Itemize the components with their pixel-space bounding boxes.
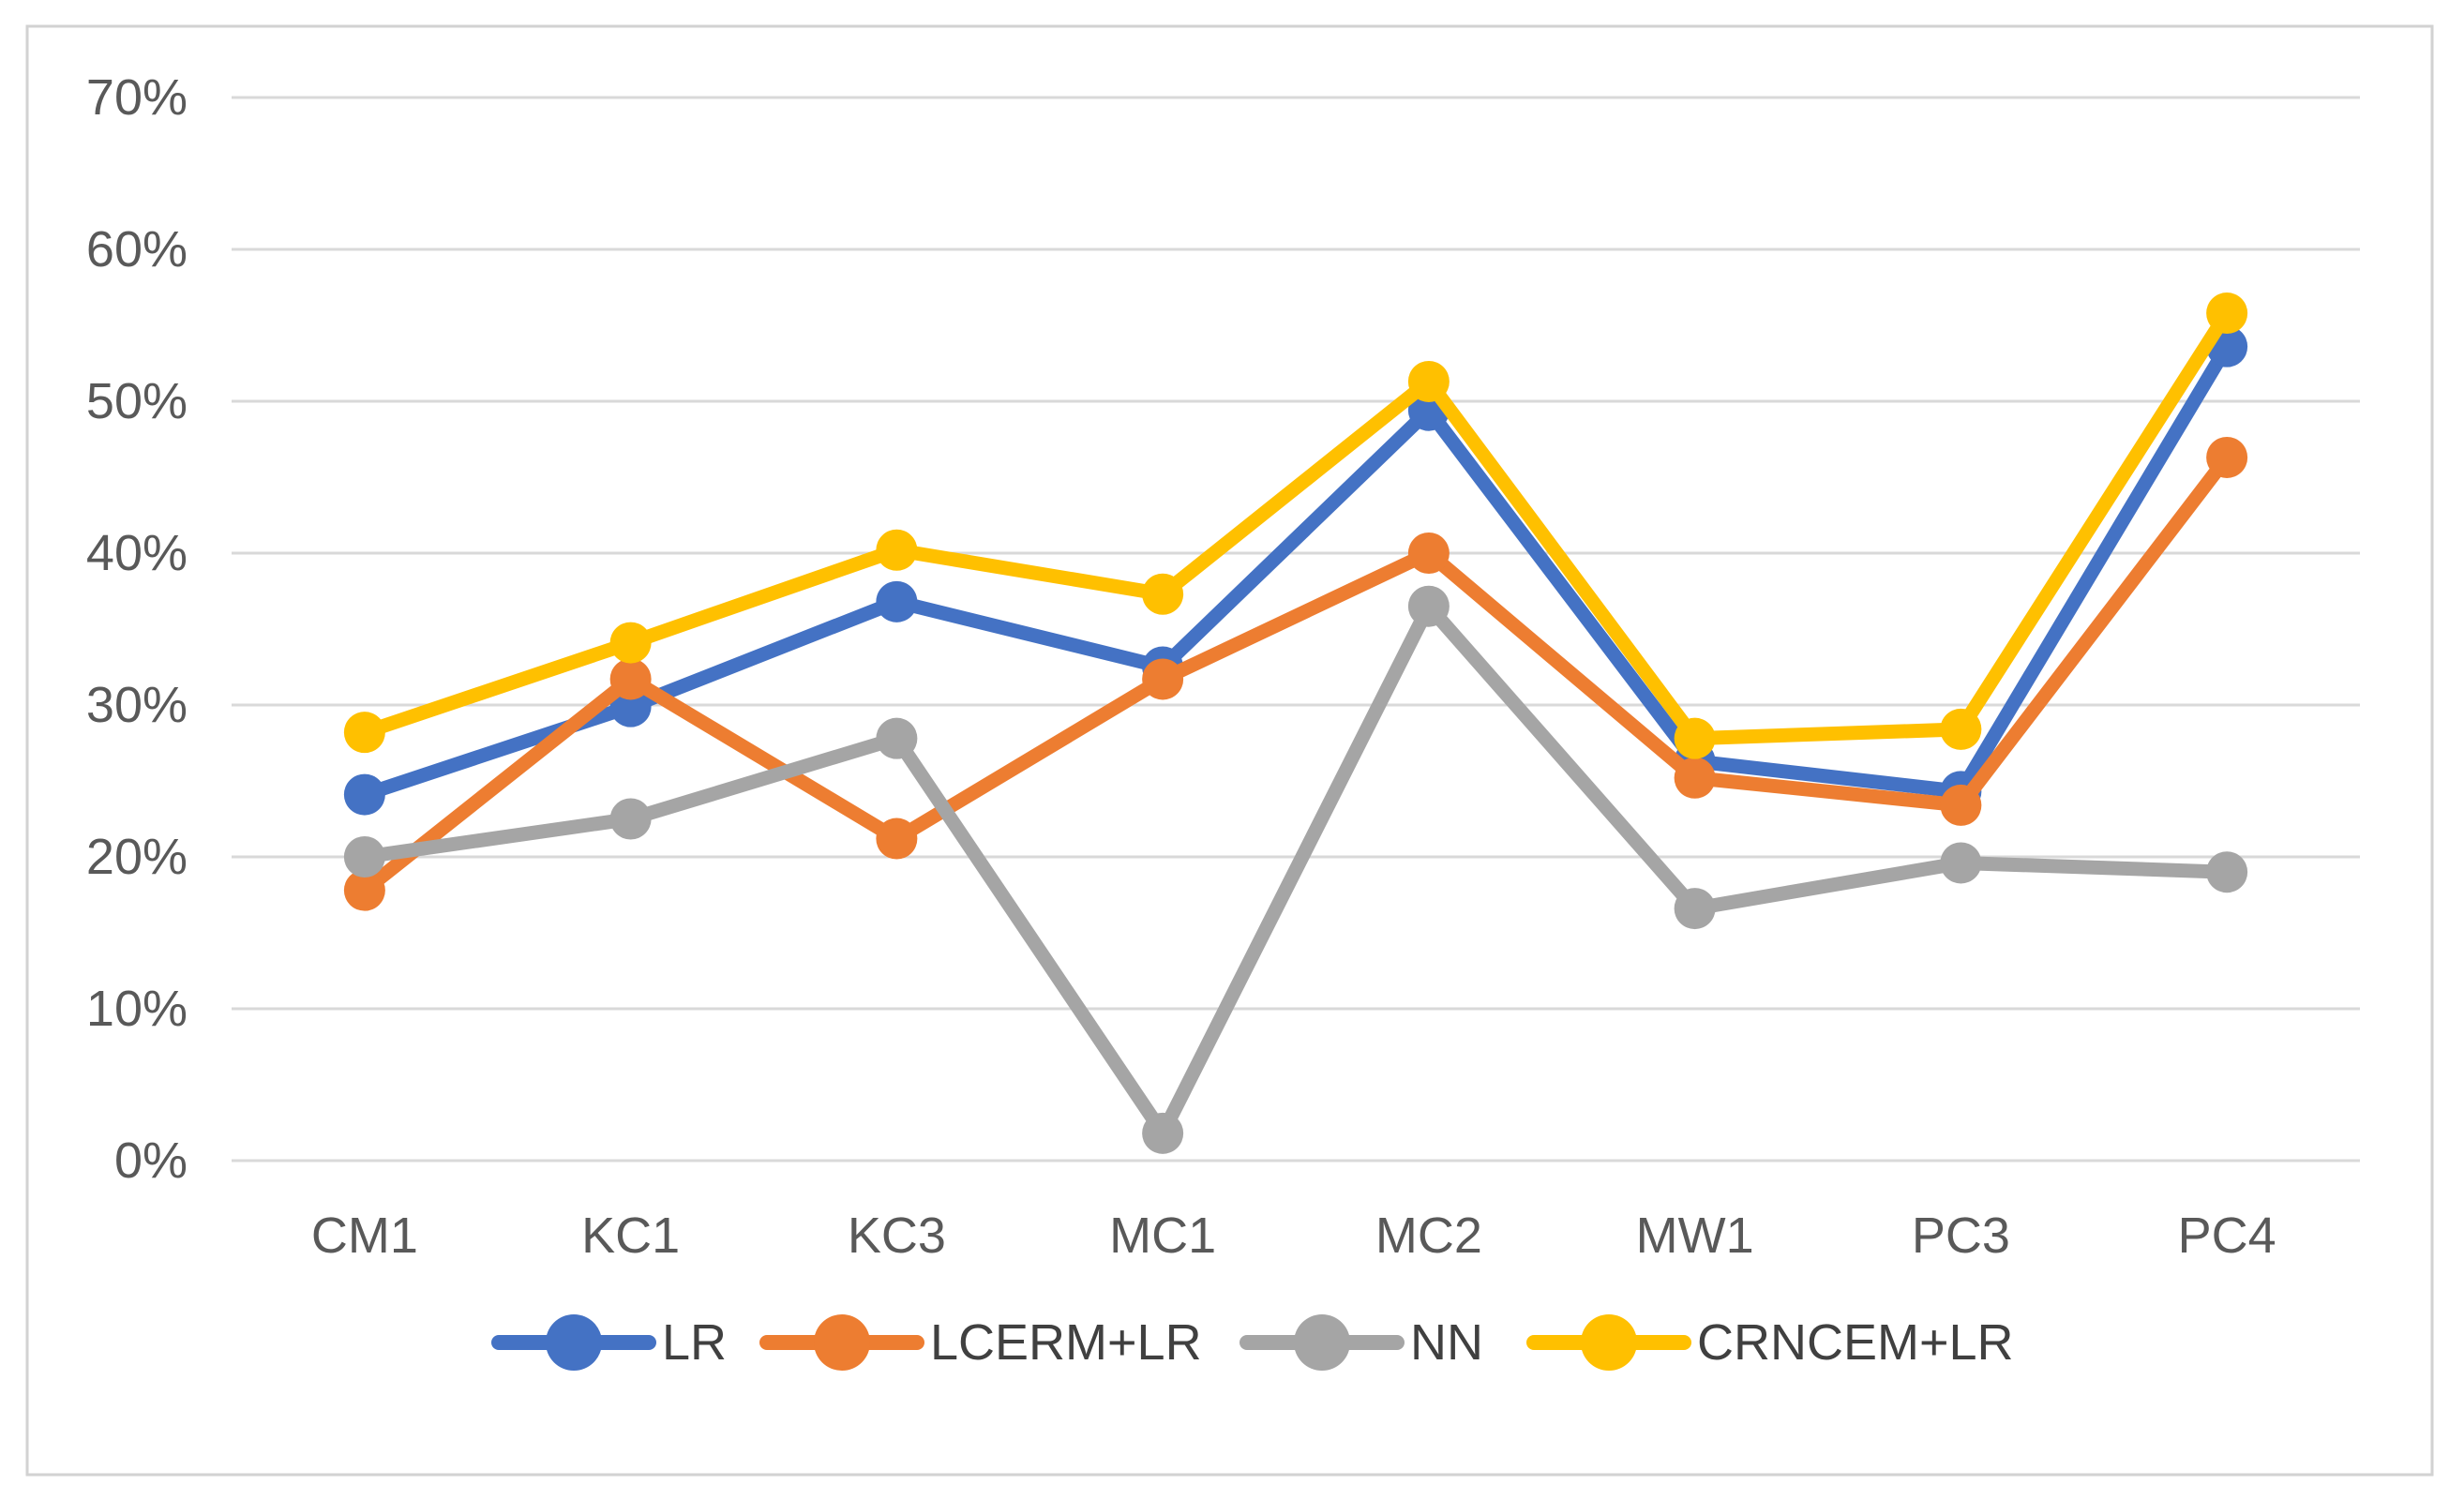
y-tick-label: 30%: [86, 677, 188, 733]
x-tick-label: MC2: [1375, 1208, 1482, 1264]
data-point-LR-KC3: [876, 580, 918, 622]
series-line-LR: [357, 339, 2234, 802]
y-tick-label: 60%: [86, 221, 188, 278]
data-point-NN-MC2: [1407, 585, 1450, 627]
chart-border: [25, 24, 2434, 1477]
data-point-CRNCEM+LR-MC1: [1142, 573, 1184, 615]
legend-label-NN: NN: [1410, 1314, 1483, 1371]
legend-label-LR: LR: [662, 1314, 727, 1371]
y-tick-label: 20%: [86, 829, 188, 885]
x-tick-label: KC1: [581, 1208, 680, 1264]
x-tick-label: CM1: [311, 1208, 418, 1264]
data-point-NN-PC4: [2206, 851, 2248, 893]
data-point-NN-PC3: [1940, 842, 1982, 884]
data-point-NN-MW1: [1674, 888, 1716, 930]
data-point-CRNCEM+LR-CM1: [343, 712, 385, 754]
y-tick-label: 50%: [86, 373, 188, 429]
x-tick-label: PC4: [2178, 1208, 2276, 1264]
data-point-LCERM+LR-PC3: [1940, 784, 1982, 826]
data-point-NN-KC1: [609, 798, 652, 840]
data-point-CRNCEM+LR-PC4: [2206, 292, 2248, 335]
data-point-CRNCEM+LR-KC1: [609, 622, 652, 664]
data-point-LCERM+LR-MC1: [1142, 658, 1184, 700]
data-point-NN-KC3: [876, 717, 918, 759]
data-point-CRNCEM+LR-MC2: [1407, 360, 1450, 402]
legend-dot-marker-LR: [546, 1314, 602, 1371]
legend-label-CRNCEM+LR: CRNCEM+LR: [1697, 1314, 2014, 1371]
series-line-NN: [357, 599, 2234, 1141]
data-point-LCERM+LR-PC4: [2206, 436, 2248, 478]
data-point-CRNCEM+LR-KC3: [876, 529, 918, 571]
data-point-LCERM+LR-MC2: [1407, 532, 1450, 574]
y-tick-label: 40%: [86, 525, 188, 581]
x-tick-label: MW1: [1636, 1208, 1754, 1264]
y-tick-label: 10%: [86, 981, 188, 1037]
series-line-LCERM+LR: [357, 450, 2234, 898]
data-point-LCERM+LR-KC3: [876, 818, 918, 860]
series-line-CRNCEM+LR: [357, 306, 2234, 746]
x-tick-label: MC1: [1109, 1208, 1216, 1264]
data-point-CRNCEM+LR-MW1: [1674, 717, 1716, 759]
data-point-LR-CM1: [343, 773, 385, 816]
legend-dot-marker-CRNCEM+LR: [1581, 1314, 1637, 1371]
data-point-LCERM+LR-CM1: [343, 869, 385, 911]
data-point-NN-MC1: [1142, 1112, 1184, 1154]
legend-dot-marker-NN: [1294, 1314, 1350, 1371]
legend-dot-marker-LCERM+LR: [814, 1314, 870, 1371]
data-point-LCERM+LR-KC1: [609, 658, 652, 700]
legend-label-LCERM+LR: LCERM+LR: [930, 1314, 1202, 1371]
y-tick-label: 70%: [86, 69, 188, 126]
data-point-NN-CM1: [343, 836, 385, 878]
data-point-LCERM+LR-MW1: [1674, 757, 1716, 799]
data-point-CRNCEM+LR-PC3: [1940, 708, 1982, 750]
x-tick-label: PC3: [1912, 1208, 2010, 1264]
x-tick-label: KC3: [848, 1208, 946, 1264]
y-tick-label: 0%: [114, 1132, 188, 1189]
